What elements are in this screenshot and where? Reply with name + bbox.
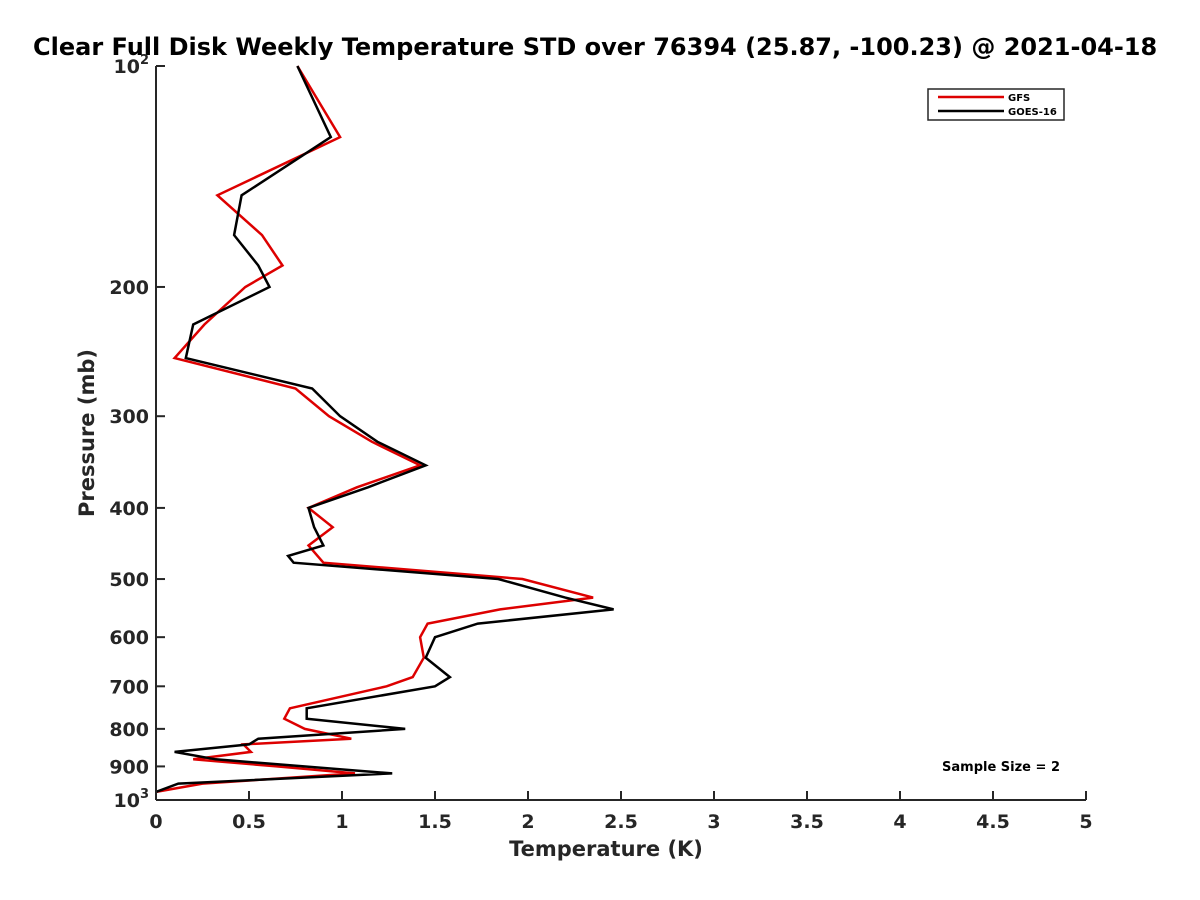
y-tick-label: 103	[114, 787, 150, 812]
y-tick-label: 102	[114, 53, 150, 78]
y-tick-label: 700	[109, 676, 149, 698]
y-tick-label: 200	[109, 277, 149, 299]
x-tick-label: 5	[1079, 811, 1092, 833]
y-axis-label: Pressure (mb)	[75, 349, 99, 517]
x-tick-label: 0.5	[232, 811, 266, 833]
chart-title: Clear Full Disk Weekly Temperature STD o…	[33, 33, 1157, 61]
x-tick-label: 3	[707, 811, 720, 833]
y-tick-label: 400	[109, 498, 149, 520]
x-axis-label: Temperature (K)	[509, 837, 703, 861]
series-line-goes16	[155, 65, 614, 794]
legend-label-gfs: GFS	[1008, 93, 1030, 104]
legend-label-goes16: GOES-16	[1008, 107, 1057, 118]
legend: GFS GOES-16	[927, 88, 1065, 121]
x-tick-label: 4.5	[976, 811, 1010, 833]
series-line-gfs	[155, 65, 594, 794]
plot-area: 0 0.5 1 1.5 2 2.5 3 3.5 4 4.5 5 102 200 300 400 500 600…	[109, 53, 1092, 833]
y-tick-label: 500	[109, 569, 149, 591]
y-tick-label: 600	[109, 627, 149, 649]
x-tick-label: 0	[149, 811, 162, 833]
y-tick-label: 300	[109, 406, 149, 428]
y-tick-label: 900	[109, 756, 149, 778]
y-axis-ticks: 102 200 300 400 500 600 700 800 900 103	[109, 53, 165, 812]
series-layer	[155, 65, 614, 794]
x-axis-ticks: 0 0.5 1 1.5 2 2.5 3 3.5 4 4.5 5	[149, 791, 1093, 833]
x-tick-label: 1	[335, 811, 348, 833]
legend-box	[927, 88, 1065, 121]
x-tick-label: 2.5	[604, 811, 638, 833]
x-tick-label: 1.5	[418, 811, 452, 833]
x-tick-label: 2	[521, 811, 534, 833]
x-tick-label: 4	[893, 811, 906, 833]
x-tick-label: 3.5	[790, 811, 824, 833]
y-tick-label: 800	[109, 719, 149, 741]
sample-size-annotation: Sample Size = 2	[942, 760, 1060, 775]
